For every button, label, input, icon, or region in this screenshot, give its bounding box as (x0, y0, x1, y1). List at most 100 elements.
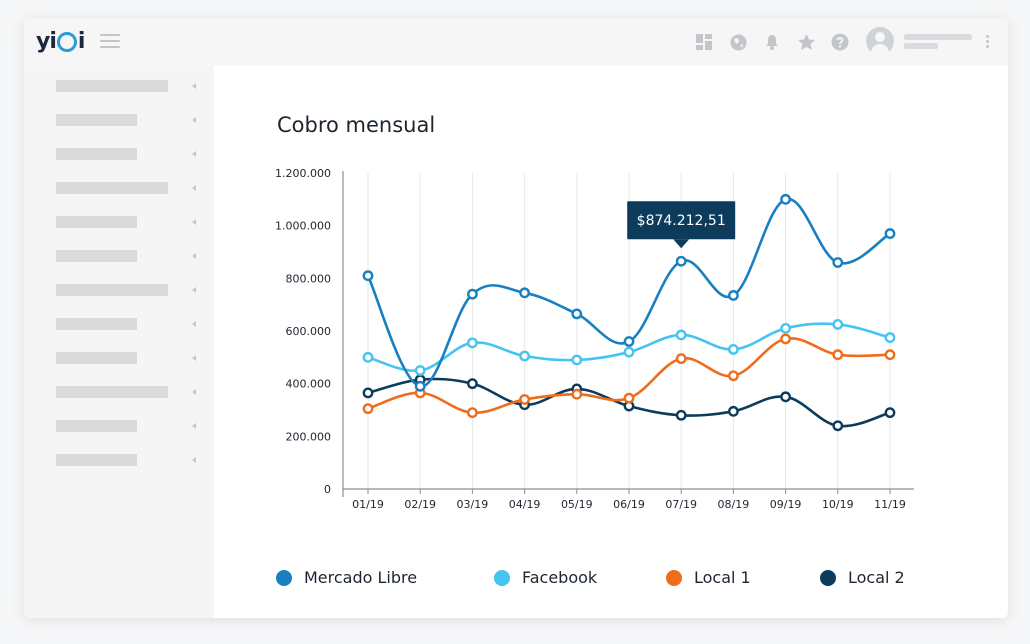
help-icon[interactable] (830, 32, 850, 52)
data-point (780, 333, 791, 345)
data-point (571, 388, 583, 400)
chevron-left-icon[interactable] (192, 253, 196, 259)
data-point (780, 391, 791, 403)
sidebar-item[interactable] (56, 250, 137, 262)
x-tick-label: 07/19 (665, 498, 697, 511)
sidebar-item[interactable] (56, 454, 137, 466)
user-name-placeholder (904, 31, 972, 52)
x-tick-label: 04/19 (509, 498, 541, 511)
tooltip-text: $874.212,51 (637, 213, 726, 229)
data-point (571, 308, 583, 320)
user-menu[interactable] (866, 27, 972, 55)
data-point (675, 409, 687, 421)
data-point (519, 287, 530, 299)
sidebar-item[interactable] (56, 216, 137, 228)
chevron-left-icon[interactable] (192, 83, 196, 89)
data-point (832, 420, 844, 432)
data-point (414, 380, 426, 392)
data-point (832, 349, 844, 361)
data-point (519, 350, 530, 362)
data-point (466, 337, 478, 349)
chevron-left-icon[interactable] (192, 287, 196, 293)
data-point (466, 407, 478, 419)
line-chart: 0 200.000 400.000 600.000 800.000 1.000.000 1.… (275, 167, 914, 511)
chevron-left-icon[interactable] (192, 355, 196, 361)
tooltip-pointer (673, 239, 690, 249)
chevron-left-icon[interactable] (192, 321, 196, 327)
legend-item-facebook[interactable]: Facebook (494, 568, 666, 587)
data-point (884, 228, 896, 239)
sidebar-item[interactable] (56, 318, 137, 330)
legend-swatch (276, 569, 292, 586)
chevron-left-icon[interactable] (192, 423, 196, 429)
data-point (362, 387, 374, 399)
logo-mark (56, 32, 77, 52)
legend-label: Facebook (522, 568, 598, 587)
y-tick-label: 0 (324, 483, 331, 496)
globe-icon[interactable] (728, 32, 748, 52)
avatar[interactable] (866, 27, 894, 55)
legend-swatch (820, 569, 836, 586)
legend-swatch (666, 569, 682, 586)
main-content: Cobro mensual 0 200.000 400.000 600.000 800.… (214, 66, 1008, 618)
logo-text-tail: i (77, 28, 85, 54)
more-options-icon[interactable] (986, 35, 989, 50)
data-point (623, 346, 635, 358)
x-tick-label: 10/19 (822, 498, 854, 511)
sidebar-item[interactable] (56, 148, 137, 160)
sidebar-item[interactable] (56, 420, 137, 432)
data-point (728, 405, 739, 417)
y-tick-label: 600.000 (286, 325, 332, 338)
chart-legend: Mercado Libre Facebook Local 1 Local 2 (276, 568, 905, 587)
chevron-left-icon[interactable] (192, 151, 196, 157)
top-icons (694, 32, 850, 52)
x-tick-label: 03/19 (457, 498, 489, 511)
sidebar-item[interactable] (56, 114, 137, 126)
data-point (362, 403, 374, 415)
app-window: yi i (24, 18, 1008, 618)
sidebar (24, 66, 214, 618)
sidebar-item[interactable] (56, 80, 168, 92)
data-point (884, 332, 896, 343)
data-point (414, 365, 426, 376)
y-tick-label: 1.000.000 (275, 220, 331, 233)
chart-title: Cobro mensual (277, 113, 436, 137)
legend-item-local-2[interactable]: Local 2 (820, 568, 905, 587)
legend-label: Local 1 (694, 568, 751, 587)
menu-icon[interactable] (100, 34, 120, 50)
data-point (466, 288, 478, 300)
legend-swatch (494, 569, 510, 586)
sidebar-item[interactable] (56, 386, 168, 398)
data-point (623, 392, 635, 404)
star-icon[interactable] (796, 32, 816, 52)
dashboard-icon[interactable] (694, 32, 714, 52)
x-tick-label: 06/19 (613, 498, 645, 511)
data-point (362, 351, 374, 363)
x-tick-label: 01/19 (352, 498, 384, 511)
top-bar: yi i (24, 18, 1008, 66)
legend-label: Local 2 (848, 568, 905, 587)
data-point (728, 290, 739, 301)
x-tick-label: 09/19 (770, 498, 802, 511)
data-point (675, 255, 687, 267)
legend-item-local-1[interactable]: Local 1 (666, 568, 820, 587)
data-point (675, 329, 687, 341)
data-point (832, 257, 844, 268)
chevron-left-icon[interactable] (192, 457, 196, 463)
data-point (884, 407, 896, 419)
chevron-left-icon[interactable] (192, 185, 196, 191)
sidebar-item[interactable] (56, 182, 168, 194)
data-point (884, 349, 896, 361)
sidebar-item[interactable] (56, 284, 168, 296)
sidebar-item[interactable] (56, 352, 137, 364)
chevron-left-icon[interactable] (192, 389, 196, 395)
chevron-left-icon[interactable] (192, 219, 196, 225)
y-tick-label: 200.000 (286, 430, 332, 443)
legend-item-mercado-libre[interactable]: Mercado Libre (276, 568, 494, 587)
x-tick-label: 02/19 (404, 498, 436, 511)
chevron-left-icon[interactable] (192, 117, 196, 123)
bell-icon[interactable] (762, 32, 782, 52)
app-logo[interactable]: yi i (36, 28, 85, 54)
x-tick-label: 08/19 (718, 498, 750, 511)
data-point (362, 270, 374, 282)
